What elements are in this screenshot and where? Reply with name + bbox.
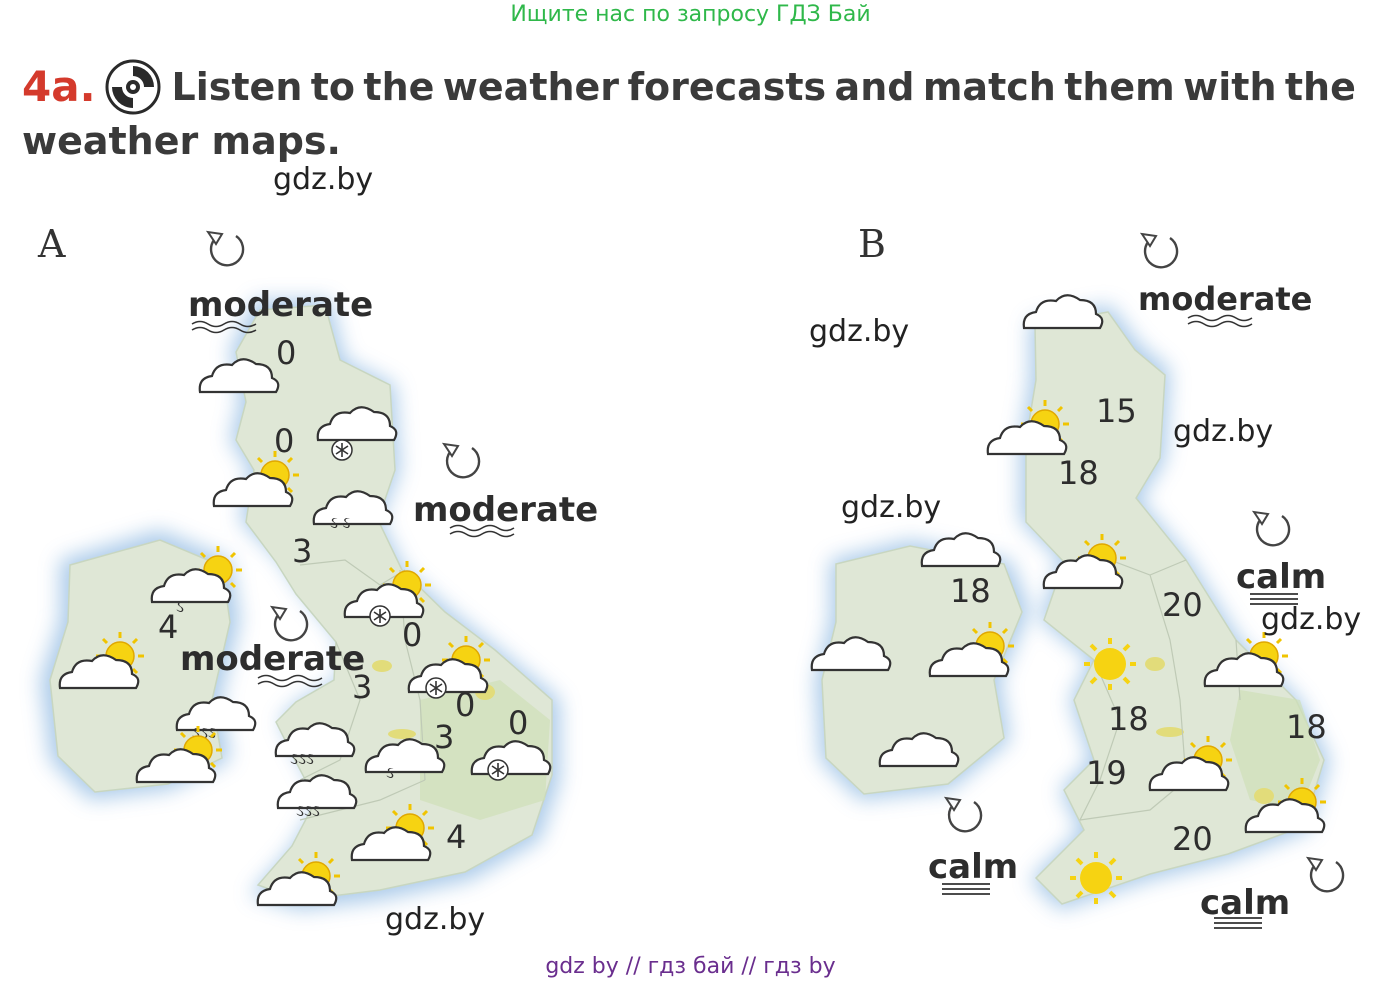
wind-arrow-icon [206, 230, 245, 267]
svg-text:ઽ ઽ: ઽ ઽ [330, 515, 350, 532]
task-word: them [1064, 65, 1175, 109]
wind-arrow-icon [442, 442, 481, 479]
wind-arrow-icon [1306, 856, 1345, 893]
temperature-label: 15 [1096, 392, 1137, 430]
map-a-weather-icons: ઽ ઽ ઽ [58, 358, 552, 907]
task-line-2: weather maps. [22, 119, 341, 163]
task-word: forecasts [627, 65, 827, 109]
temperature-label: 20 [1172, 820, 1213, 858]
temperature-label: 3 [434, 718, 454, 756]
task-word: and [834, 65, 915, 109]
task-word: the [363, 65, 435, 109]
map-b-wind: moderate calm calm calm [928, 232, 1345, 929]
watermark: gdz.by [1173, 414, 1274, 449]
map-a-wind: moderate moderate moderate [180, 230, 598, 688]
temperature-label: 4 [446, 818, 466, 856]
rain-cloud-icon: ઽઽઽ [276, 774, 358, 820]
cloud-icon [1022, 294, 1104, 330]
audio-disc-icon [105, 59, 161, 115]
temperature-label: 0 [402, 616, 422, 654]
temperature-label: 0 [274, 422, 294, 460]
watermark: gdz.by [809, 314, 910, 349]
task-word: to [310, 65, 356, 109]
watermark: gdz.by [385, 902, 486, 937]
rain-cloud-icon: ઽ ઽ [312, 490, 394, 532]
temperature-label: 0 [455, 686, 475, 724]
map-b: moderate calm calm calm 15 18 18 20 18 1… [810, 232, 1345, 929]
map-a: ઽ ઽ ઽ [40, 230, 598, 910]
wind-label: calm [928, 847, 1018, 887]
temperature-label: 18 [1286, 708, 1327, 746]
wind-label: moderate [413, 490, 598, 530]
task-word: Listen [171, 65, 303, 109]
temperature-label: 0 [276, 334, 296, 372]
watermark: gdz.by [841, 490, 942, 525]
temperature-label: 20 [1162, 586, 1203, 624]
temperature-label: 18 [1108, 700, 1149, 738]
task-word: weather [442, 65, 620, 109]
temperature-label: 4 [158, 608, 178, 646]
wind-label: calm [1236, 557, 1326, 597]
wind-label: moderate [188, 285, 373, 325]
watermark: gdz.by [1261, 602, 1362, 637]
task-instruction: 4a. Listen to the weather forecasts and … [22, 58, 1356, 166]
map-b-temperatures: 15 18 18 20 18 19 18 20 [950, 392, 1327, 858]
bottom-banner: gdz by // гдз бай // гдз by [545, 954, 836, 979]
svg-text:ઽઽઽ: ઽઽઽ [290, 751, 314, 768]
temperature-label: 19 [1086, 754, 1127, 792]
task-word: match [922, 65, 1056, 109]
top-banner: Ищите нас по запросу ГДЗ Бай [510, 2, 871, 27]
temperature-label: 18 [1058, 454, 1099, 492]
task-number: 4a. [22, 62, 96, 111]
wind-label: moderate [1138, 280, 1312, 318]
wind-arrow-icon [1252, 510, 1291, 547]
wind-arrow-icon [270, 605, 309, 642]
wind-label: moderate [180, 639, 365, 679]
wind-arrow-icon [944, 796, 983, 833]
temperature-label: 3 [292, 532, 312, 570]
svg-text:ઽ: ઽ [176, 599, 184, 616]
map-a-temperatures: 0 0 3 4 0 3 0 3 0 4 [158, 334, 528, 856]
map-b-letter: B [858, 222, 886, 266]
cloud-icon [920, 532, 1002, 568]
rain-cloud-icon: ઽઽઽ [274, 722, 356, 768]
temperature-label: 0 [508, 704, 528, 742]
task-word: the [1284, 65, 1356, 109]
map-b-land [815, 305, 1330, 910]
temperature-label: 3 [352, 668, 372, 706]
wind-arrow-icon [1140, 232, 1179, 269]
svg-text:ઽઽઽ: ઽઽઽ [296, 803, 320, 820]
sun-cloud-icon: ઽ [150, 544, 244, 616]
svg-text:ઽ: ઽ [386, 765, 394, 782]
rain-cloud-icon: ઽ [364, 738, 446, 782]
map-a-letter: A [38, 222, 66, 266]
wind-label: calm [1200, 883, 1290, 923]
task-word: with [1183, 65, 1277, 109]
temperature-label: 18 [950, 572, 991, 610]
watermark: gdz.by [273, 162, 374, 197]
